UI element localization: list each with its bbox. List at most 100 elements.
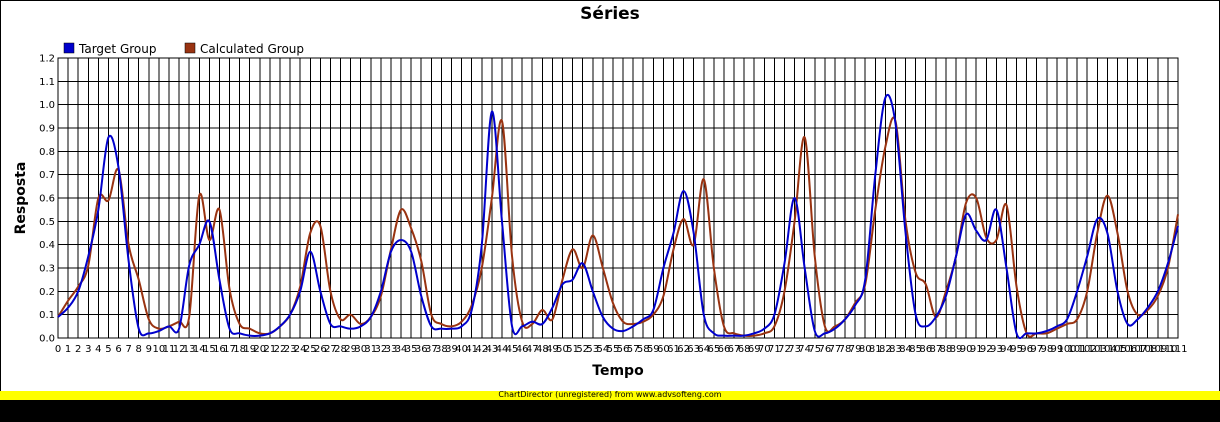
x-tick-label: 49	[546, 344, 559, 355]
x-tick-label: 57	[627, 344, 640, 355]
x-tick-label: 38	[435, 344, 448, 355]
line-chart: Séries Target Group Calculated Group 0.00…	[13, 4, 1188, 379]
x-tick-label: 86	[919, 344, 932, 355]
x-tick-label: 102	[1078, 344, 1097, 355]
x-tick-label: 75	[808, 344, 821, 355]
x-tick-label: 16	[213, 344, 226, 355]
x-tick-label: 24	[294, 344, 307, 355]
y-tick-label: 1.2	[39, 54, 55, 65]
x-tick-label: 98	[1040, 344, 1053, 355]
x-tick-label: 83	[889, 344, 902, 355]
x-tick-label: 15	[203, 344, 216, 355]
x-tick-label: 104	[1098, 344, 1117, 355]
x-tick-label: 80	[859, 344, 872, 355]
footer-banner	[0, 391, 1220, 400]
x-tick-label: 46	[516, 344, 529, 355]
series-line-target-group	[57, 93, 1179, 340]
x-tick-label: 82	[879, 344, 892, 355]
x-tick-label: 110	[1158, 344, 1177, 355]
x-tick-label: 108	[1138, 344, 1157, 355]
legend-label: Calculated Group	[200, 42, 304, 56]
x-tick-label: 60	[657, 344, 670, 355]
x-tick-label: 67	[728, 344, 741, 355]
x-tick-label: 107	[1128, 344, 1147, 355]
x-tick-label: 96	[1020, 344, 1033, 355]
x-tick-label: 17	[223, 344, 236, 355]
x-tick-label: 105	[1108, 344, 1127, 355]
x-tick-label: 84	[899, 344, 912, 355]
x-tick-label: 71	[768, 344, 781, 355]
x-tick-label: 4	[95, 344, 101, 355]
x-tick-label: 106	[1118, 344, 1137, 355]
x-tick-label: 21	[264, 344, 277, 355]
y-tick-label: 0.3	[39, 264, 55, 275]
x-tick-label: 45	[506, 344, 519, 355]
x-tick-label: 50	[556, 344, 569, 355]
x-tick-label: 68	[738, 344, 751, 355]
x-tick-label: 76	[818, 344, 831, 355]
x-tick-label: 66	[718, 344, 731, 355]
x-tick-label: 95	[1010, 344, 1023, 355]
y-tick-label: 1.1	[39, 77, 55, 88]
x-tick-label: 42	[475, 344, 488, 355]
x-tick-label: 54	[596, 344, 609, 355]
x-tick-label: 70	[758, 344, 771, 355]
x-tick-label: 23	[284, 344, 297, 355]
x-tick-label: 100	[1057, 344, 1076, 355]
y-tick-label: 0.8	[39, 147, 55, 158]
x-tick-label: 90	[960, 344, 973, 355]
x-tick-label: 19	[243, 344, 256, 355]
x-tick-label: 58	[637, 344, 650, 355]
x-tick-label: 35	[405, 344, 418, 355]
x-tick-label: 74	[798, 344, 811, 355]
x-tick-label: 13	[183, 344, 196, 355]
x-tick-label: 59	[647, 344, 660, 355]
x-tick-label: 44	[496, 344, 509, 355]
series-layer	[57, 93, 1179, 340]
x-tick-label: 5	[105, 344, 111, 355]
y-tick-label: 0.5	[39, 217, 55, 228]
x-tick-label: 73	[788, 344, 801, 355]
x-tick-label: 101	[1068, 344, 1087, 355]
legend-label: Target Group	[78, 42, 156, 56]
x-tick-label: 10	[153, 344, 166, 355]
x-tick-label: 12	[173, 344, 186, 355]
x-axis-ticks: 0 1 2 3 4 5 6 7 8 9 101112131415161718192021222324…	[55, 344, 1188, 355]
legend-swatch	[63, 42, 75, 54]
x-tick-label: 62	[677, 344, 690, 355]
x-tick-label: 1	[65, 344, 71, 355]
x-tick-label: 2	[75, 344, 81, 355]
x-tick-label: 85	[909, 344, 922, 355]
x-tick-label: 79	[849, 344, 862, 355]
x-tick-label: 53	[586, 344, 599, 355]
x-tick-label: 78	[839, 344, 852, 355]
x-tick-label: 40	[455, 344, 468, 355]
x-tick-label: 18	[233, 344, 246, 355]
x-tick-label: 63	[687, 344, 700, 355]
x-tick-label: 41	[465, 344, 478, 355]
x-tick-label: 99	[1051, 344, 1064, 355]
x-tick-label: 14	[193, 344, 206, 355]
x-tick-label: 3	[85, 344, 91, 355]
x-tick-label: 94	[1000, 344, 1013, 355]
x-tick-label: 39	[445, 344, 458, 355]
x-tick-label: 93	[990, 344, 1003, 355]
x-tick-label: 26	[314, 344, 327, 355]
y-axis-ticks: 0.0 0.1 0.2 0.3 0.4 0.5 0.6 0.7 0.8 0.9 1.0 1.1 1.2	[39, 54, 55, 345]
x-tick-label: 111	[1168, 344, 1187, 355]
x-tick-label: 56	[617, 344, 630, 355]
x-tick-label: 61	[667, 344, 680, 355]
x-tick-label: 65	[707, 344, 720, 355]
x-tick-label: 103	[1088, 344, 1107, 355]
x-tick-label: 87	[929, 344, 942, 355]
y-axis-title: Resposta	[13, 162, 29, 235]
plot-grid	[57, 57, 1179, 339]
x-tick-label: 91	[970, 344, 983, 355]
y-tick-label: 0.0	[39, 334, 55, 345]
x-tick-label: 97	[1030, 344, 1043, 355]
x-tick-label: 34	[395, 344, 408, 355]
x-tick-label: 25	[304, 344, 317, 355]
y-tick-label: 0.1	[39, 310, 55, 321]
x-tick-label: 48	[536, 344, 549, 355]
